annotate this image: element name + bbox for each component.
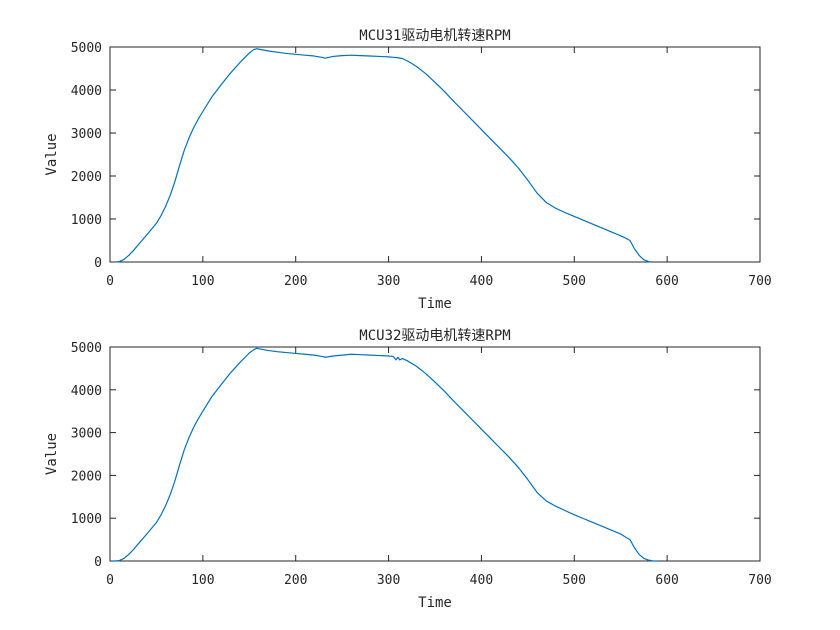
x-tick-label: 500 [563,573,586,588]
y-tick-label: 5000 [71,341,102,356]
y-tick-label: 4000 [71,384,102,399]
y-tick-label: 5000 [71,41,102,56]
y-tick-label: 4000 [71,84,102,99]
x-axis-label: Time [418,296,452,312]
y-tick-label: 1000 [71,512,102,527]
plot-area [109,46,761,263]
y-tick-label: 0 [94,555,102,570]
series-line [111,347,658,562]
x-tick-label: 600 [655,274,678,289]
x-axis-label: Time [418,595,452,611]
subplot-bottom: 0 100 200 300 400 500 600 700 0 1000 2000 3000 4000 5… [44,328,772,611]
y-tick-label: 3000 [71,427,102,442]
plot-area [109,346,761,562]
x-tick-label: 500 [563,274,586,289]
subplot-top: 0 100 200 300 400 500 600 700 0 1000 2000 3000 4000 5… [44,28,772,312]
y-tick-label: 3000 [71,127,102,142]
x-tick-label: 400 [470,573,493,588]
y-axis-label: Value [44,133,60,175]
x-tick-label: 700 [748,573,771,588]
x-tick-label: 400 [470,274,493,289]
x-tick-label: 0 [106,573,114,588]
y-tick-label: 2000 [71,170,102,185]
y-tick-label: 0 [94,256,102,271]
series-line [114,48,652,263]
x-tick-label: 0 [106,274,114,289]
x-tick-label: 100 [191,274,214,289]
x-tick-label: 100 [191,573,214,588]
chart-title: MCU31驱动电机转速RPM [359,28,510,44]
x-tick-label: 200 [284,274,307,289]
y-tick-label: 2000 [71,469,102,484]
y-tick-label: 1000 [71,213,102,228]
x-tick-label: 200 [284,573,307,588]
y-axis-label: Value [44,433,60,475]
x-tick-label: 300 [377,274,400,289]
x-tick-label: 300 [377,573,400,588]
x-tick-label: 600 [655,573,678,588]
x-tick-label: 700 [748,274,771,289]
chart-title: MCU32驱动电机转速RPM [359,328,510,344]
